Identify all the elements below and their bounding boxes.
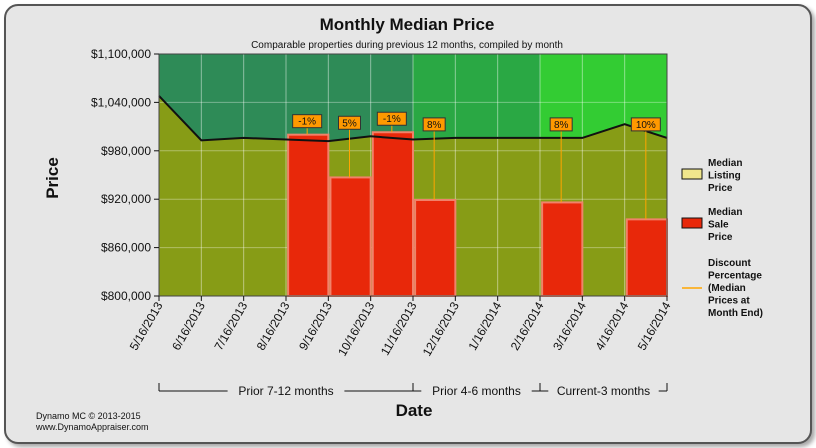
discount-label: 5% (342, 118, 357, 129)
sale-price-bar (625, 218, 668, 297)
discount-label: -1% (383, 114, 401, 125)
legend-swatch (681, 168, 703, 180)
x-tick-label: 4/16/2014 (592, 299, 631, 353)
y-tick-label: $1,100,000 (91, 47, 151, 61)
y-tick-label: $1,040,000 (91, 95, 151, 109)
x-tick-label: 1/16/2014 (465, 299, 504, 353)
median-price-chart: $800,000 $860,000 $920,000 $980,000 $1,040,0… (35, 15, 763, 432)
x-tick-label: 5/16/2014 (635, 299, 674, 353)
x-tick-label: 3/16/2014 (550, 299, 589, 353)
discount-label-box (292, 114, 323, 129)
x-tick-label: 5/16/2013 (127, 299, 166, 353)
listing-price-line (158, 95, 668, 143)
discount-label-box (376, 111, 407, 126)
discount-label-box (422, 117, 446, 132)
legend-label: Discount Percentage (Median Prices at Month … (708, 258, 763, 319)
x-tick-label: 7/16/2013 (211, 299, 250, 353)
footer-website: www.DynamoAppraiser.com (35, 422, 149, 432)
period-label-bg (548, 383, 659, 397)
legend-swatch (681, 217, 703, 229)
sale-price-bar (541, 201, 584, 297)
period-label: Prior 7-12 months (238, 384, 333, 398)
discount-label-box (338, 115, 361, 130)
x-tick-label: 6/16/2013 (169, 299, 208, 353)
sale-price-bar (287, 133, 330, 297)
x-tick-label: 9/16/2013 (296, 299, 335, 353)
y-tick-label: $860,000 (101, 241, 151, 255)
legend-label: Median Listing Price (708, 158, 742, 194)
x-tick-label: 12/16/2013 (420, 299, 462, 358)
x-tick-label: 11/16/2013 (378, 299, 420, 358)
chart-title: Monthly Median Price (320, 15, 495, 34)
sale-price-bar (414, 199, 457, 297)
footer-copyright: Dynamo MC © 2013-2015 (36, 411, 141, 421)
x-tick-label: 10/16/2013 (335, 299, 377, 358)
y-tick-label: $980,000 (101, 144, 151, 158)
chart-frame: $800,000 $860,000 $920,000 $980,000 $1,040,0… (4, 4, 812, 444)
chart-subtitle: Comparable properties during previous 12… (251, 40, 563, 51)
sale-price-bar (371, 131, 414, 297)
period-label: Prior 4-6 months (432, 384, 521, 398)
discount-label: 8% (554, 120, 569, 131)
sale-price-bar (329, 176, 372, 297)
discount-label-box (630, 117, 661, 132)
x-tick-label: 8/16/2013 (254, 299, 293, 353)
discount-label: 8% (427, 120, 442, 131)
discount-label-box (549, 117, 573, 132)
discount-label: 10% (636, 120, 656, 131)
legend-label: Median Sale Price (708, 207, 742, 243)
period-label-bg (421, 383, 532, 397)
y-axis-label: Price (43, 157, 62, 199)
y-tick-label: $920,000 (101, 192, 151, 206)
period-label: Current-3 months (557, 384, 650, 398)
y-tick-label: $800,000 (101, 289, 151, 303)
period-label-bg (227, 383, 345, 397)
discount-label: -1% (298, 117, 316, 128)
x-tick-label: 2/16/2014 (508, 299, 547, 353)
x-axis-label: Date (396, 401, 433, 420)
